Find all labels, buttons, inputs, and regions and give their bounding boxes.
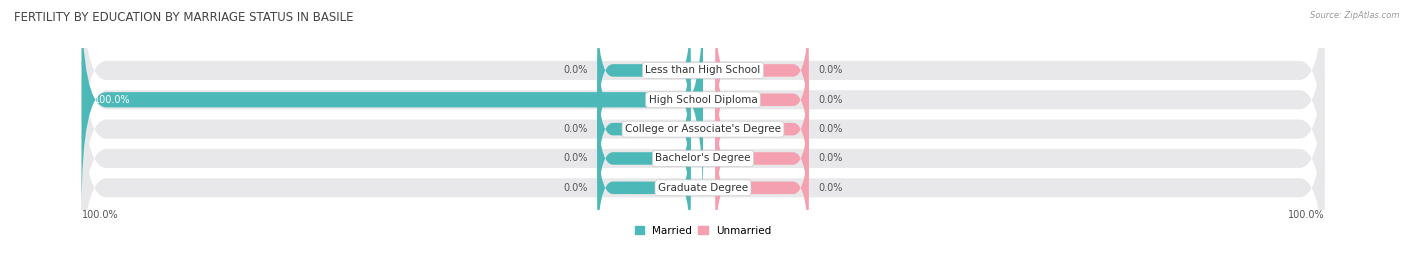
Text: College or Associate's Degree: College or Associate's Degree (626, 124, 780, 134)
Text: Bachelor's Degree: Bachelor's Degree (655, 154, 751, 164)
Text: 100.0%: 100.0% (94, 95, 131, 105)
Text: 0.0%: 0.0% (564, 183, 588, 193)
Text: Source: ZipAtlas.com: Source: ZipAtlas.com (1309, 11, 1399, 20)
Legend: Married, Unmarried: Married, Unmarried (630, 222, 776, 240)
FancyBboxPatch shape (82, 0, 703, 210)
FancyBboxPatch shape (82, 21, 1324, 237)
Text: 0.0%: 0.0% (564, 65, 588, 75)
FancyBboxPatch shape (598, 91, 690, 226)
FancyBboxPatch shape (716, 62, 808, 196)
FancyBboxPatch shape (716, 121, 808, 255)
Text: Less than High School: Less than High School (645, 65, 761, 75)
Text: 0.0%: 0.0% (564, 124, 588, 134)
Text: 0.0%: 0.0% (818, 154, 842, 164)
FancyBboxPatch shape (82, 0, 1324, 208)
Text: 0.0%: 0.0% (818, 65, 842, 75)
FancyBboxPatch shape (716, 91, 808, 226)
FancyBboxPatch shape (716, 3, 808, 137)
Text: 100.0%: 100.0% (82, 210, 118, 220)
Text: FERTILITY BY EDUCATION BY MARRIAGE STATUS IN BASILE: FERTILITY BY EDUCATION BY MARRIAGE STATU… (14, 11, 353, 24)
FancyBboxPatch shape (82, 0, 1324, 178)
Text: High School Diploma: High School Diploma (648, 95, 758, 105)
FancyBboxPatch shape (716, 33, 808, 167)
Text: 0.0%: 0.0% (818, 95, 842, 105)
FancyBboxPatch shape (598, 33, 690, 167)
Text: 0.0%: 0.0% (818, 124, 842, 134)
Text: 0.0%: 0.0% (564, 154, 588, 164)
Text: 100.0%: 100.0% (1288, 210, 1324, 220)
FancyBboxPatch shape (598, 3, 690, 137)
Text: Graduate Degree: Graduate Degree (658, 183, 748, 193)
FancyBboxPatch shape (82, 80, 1324, 269)
FancyBboxPatch shape (82, 51, 1324, 266)
FancyBboxPatch shape (598, 121, 690, 255)
Text: 0.0%: 0.0% (818, 183, 842, 193)
FancyBboxPatch shape (598, 62, 690, 196)
